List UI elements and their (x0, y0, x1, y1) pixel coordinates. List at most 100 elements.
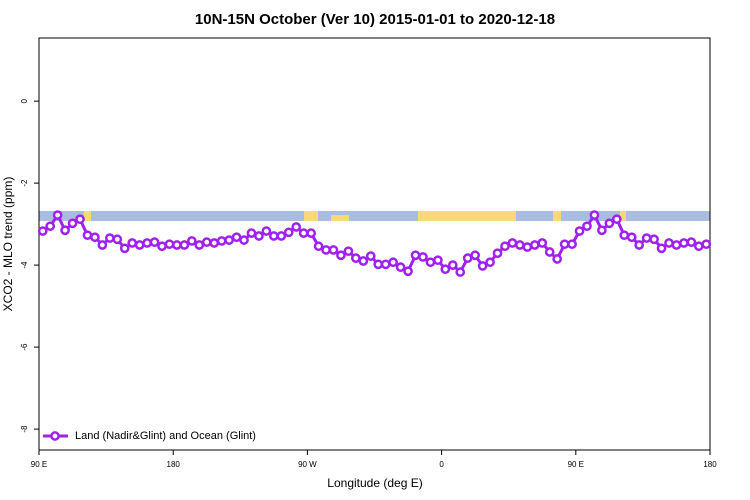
data-point (209, 238, 220, 248)
data-point (641, 233, 652, 243)
x-tick-label: 90 E (568, 460, 584, 469)
data-point (373, 259, 384, 270)
data-point (477, 261, 488, 271)
data-point (179, 240, 190, 250)
data-point (104, 233, 115, 243)
data-point (313, 241, 324, 252)
data-point (336, 250, 346, 261)
data-point (604, 218, 615, 229)
x-tick-label: 90 W (298, 460, 317, 469)
x-tick-label: 90 E (31, 460, 47, 469)
data-point (134, 240, 145, 250)
y-tick-label: -6 (20, 343, 29, 351)
data-point (306, 228, 316, 238)
data-point (597, 225, 607, 236)
data-point (291, 222, 302, 232)
legend-marker (50, 431, 60, 441)
data-point (351, 253, 361, 263)
data-point (52, 210, 63, 220)
data-point (626, 232, 637, 243)
data-point (142, 238, 152, 248)
data-point (611, 214, 622, 225)
data-point (321, 245, 331, 255)
data-point (410, 250, 421, 261)
data-point (552, 254, 563, 264)
x-tick-label: 0 (439, 460, 444, 469)
data-point (194, 240, 205, 250)
data-point (365, 251, 376, 261)
data-point (492, 248, 503, 259)
data-point (239, 235, 249, 245)
data-point (537, 238, 548, 248)
data-point (529, 240, 540, 250)
data-point (686, 237, 697, 248)
data-point (440, 264, 451, 275)
data-point (60, 225, 70, 236)
data-point (269, 231, 279, 241)
data-point (380, 259, 391, 270)
data-point (462, 253, 473, 263)
y-tick-label: -4 (20, 261, 29, 269)
y-axis-label: XCO2 - MLO trend (ppm) (1, 177, 15, 312)
data-point (485, 257, 495, 268)
y-tick-label: -8 (20, 425, 29, 433)
data-point (582, 221, 592, 232)
data-point (567, 239, 577, 250)
data-point (634, 240, 645, 250)
data-point (119, 243, 130, 254)
data-point (418, 252, 428, 262)
x-axis-label: Longitude (deg E) (327, 476, 422, 490)
data-point (693, 241, 704, 252)
data-point (67, 218, 78, 229)
data-point (328, 245, 339, 255)
data-point (45, 221, 56, 232)
data-point (433, 255, 443, 266)
data-point (254, 231, 264, 241)
data-point (470, 250, 480, 261)
data-point (186, 236, 197, 246)
data-point (343, 246, 354, 257)
data-point (172, 240, 182, 250)
data-point (395, 262, 406, 273)
data-point (261, 226, 272, 236)
data-point (224, 235, 234, 245)
data-point (671, 240, 682, 250)
data-point (246, 228, 257, 238)
data-point (664, 238, 674, 248)
data-point (75, 214, 85, 225)
x-tick-label: 180 (167, 460, 181, 469)
data-point (507, 238, 518, 248)
data-point (425, 257, 436, 268)
data-point (559, 239, 570, 250)
data-point (149, 237, 160, 248)
data-point (679, 238, 689, 248)
data-point (276, 231, 287, 241)
y-tick-label: -2 (20, 179, 29, 187)
data-point (619, 230, 630, 241)
data-point (589, 210, 600, 220)
chart-title: 10N-15N October (Ver 10) 2015-01-01 to 2… (195, 11, 555, 28)
data-point (231, 232, 242, 243)
data-point (403, 266, 413, 277)
y-tick-label: 0 (20, 98, 29, 103)
data-point (164, 239, 175, 250)
data-point (500, 241, 510, 252)
data-point (201, 237, 212, 248)
data-point (298, 228, 309, 238)
data-point (574, 226, 585, 236)
data-point (522, 242, 533, 252)
data-point (82, 230, 93, 241)
data-point (656, 243, 667, 254)
data-point (544, 247, 555, 257)
data-point (97, 240, 108, 250)
data-point (515, 240, 525, 250)
data-point (388, 257, 398, 268)
data-point (649, 234, 659, 245)
data-point (455, 267, 466, 277)
data-point (701, 239, 712, 250)
data-point (157, 241, 167, 252)
data-point (447, 260, 458, 270)
data-point (283, 227, 294, 238)
legend-label: Land (Nadir&Glint) and Ocean (Glint) (75, 430, 256, 442)
